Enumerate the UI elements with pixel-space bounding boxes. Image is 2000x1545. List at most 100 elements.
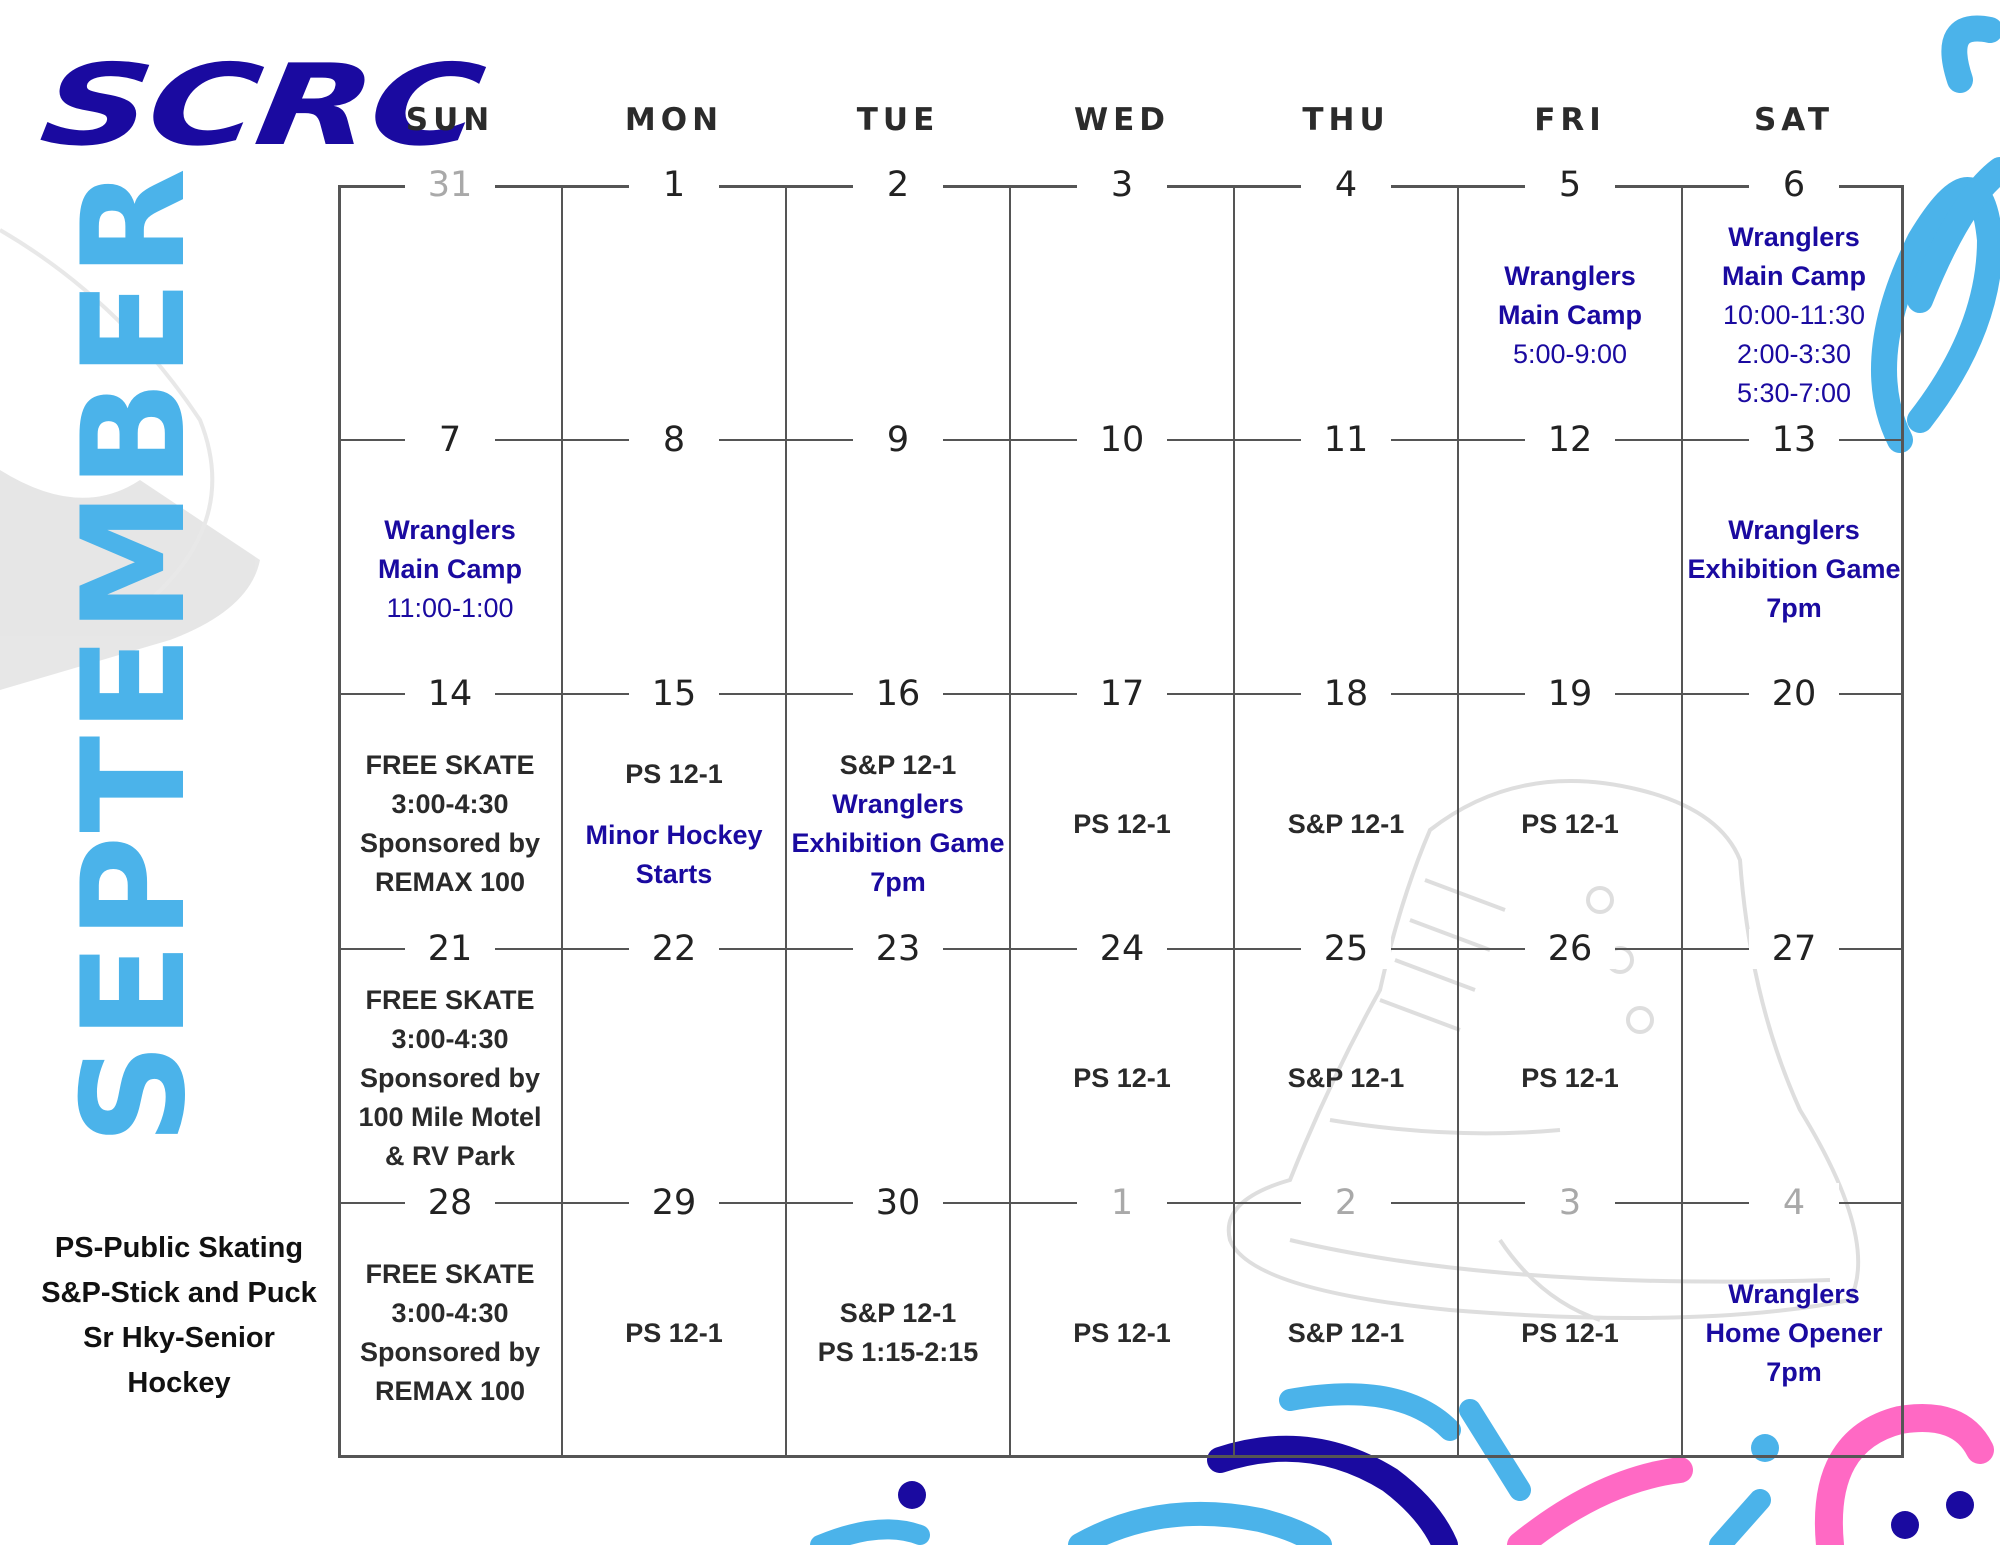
event-text: Wranglers Exhibition Game 7pm [791,789,1005,898]
date-number: 26 [1525,928,1615,969]
date-number: 30 [853,1183,943,1224]
day-events: PS 12-1 [1458,724,1682,924]
column-divider [1009,185,1011,1458]
column-divider [1457,185,1459,1458]
date-number: 21 [405,928,495,969]
day-events: PS 12-1 [1458,1233,1682,1433]
day-events: S&P 12-1 [1234,724,1458,924]
skate-sketch-right-icon [1226,779,1861,1322]
date-number: 18 [1301,674,1391,715]
day-events: Wranglers Home Opener 7pm [1682,1233,1906,1433]
event-text: S&P 12-1 [1287,1063,1405,1094]
legend-line: Hockey [127,1367,231,1399]
day-events: FREE SKATE 3:00-4:30 Sponsored by REMAX … [338,724,562,924]
abbreviation-legend: PS-Public Skating S&P-Stick and Puck Sr … [20,1226,338,1406]
weekday-header-sat: SAT [1753,102,1835,138]
weekday-header-mon: MON [624,102,724,138]
date-number: 4 [1749,1183,1839,1224]
date-number: 23 [853,928,943,969]
legend-line: Sr Hky-Senior [83,1322,275,1354]
date-number: 28 [405,1183,495,1224]
event-text: S&P 12-1 [839,750,957,781]
event-text: PS 12-1 [1073,808,1171,839]
column-divider [785,185,787,1458]
weekday-header-thu: THU [1302,102,1390,138]
event-text: FREE SKATE 3:00-4:30 Sponsored by REMAX … [359,1259,541,1407]
day-events: S&P 12-1 Wranglers Exhibition Game 7pm [786,724,1010,924]
weekday-header-wed: WED [1073,102,1171,138]
event-text: Minor Hockey Starts [585,819,763,889]
event-text: PS 12-1 [1073,1317,1171,1348]
date-number: 8 [629,419,719,460]
date-number: 31 [405,165,495,205]
blue-swirl-icon [1871,15,2000,453]
event-text: S&P 12-1 [1287,808,1405,839]
date-number: 7 [405,419,495,460]
column-divider [1233,185,1235,1458]
date-number: 19 [1525,674,1615,715]
event-text: PS 12-1 [1521,808,1619,839]
day-events: Wranglers Exhibition Game 7pm [1682,470,1906,670]
day-events: Wranglers Main Camp 5:00-9:00 [1458,215,1682,415]
event-text: Wranglers Main Camp [1721,221,1867,291]
weekday-header-tue: TUE [856,102,940,138]
day-events: PS 12-1 [1010,979,1234,1179]
column-divider [561,185,563,1458]
day-events: PS 12-1 [1458,979,1682,1179]
event-text: 5:00-9:00 [1512,338,1628,369]
date-number: 17 [1077,674,1167,715]
event-text: PS 12-1 [1521,1063,1619,1094]
event-text: FREE SKATE 3:00-4:30 Sponsored by REMAX … [359,750,541,898]
event-text: PS 12-1 [1073,1063,1171,1094]
event-text: S&P 12-1 PS 1:15-2:15 [817,1298,979,1368]
day-events: S&P 12-1 PS 1:15-2:15 [786,1233,1010,1433]
event-text: Wranglers Main Camp [1497,260,1643,330]
legend-line: PS-Public Skating [54,1232,304,1264]
date-number: 5 [1525,165,1615,205]
day-events: Wranglers Main Camp 11:00-1:00 [338,470,562,670]
date-number: 10 [1077,419,1167,460]
date-number: 6 [1749,165,1839,205]
event-text: FREE SKATE 3:00-4:30 Sponsored by 100 Mi… [358,985,542,1172]
date-number: 11 [1301,419,1391,460]
day-events: FREE SKATE 3:00-4:30 Sponsored by REMAX … [338,1233,562,1433]
day-events: FREE SKATE 3:00-4:30 Sponsored by 100 Mi… [338,979,562,1179]
date-number: 25 [1301,928,1391,969]
confetti-icon [810,1383,1994,1545]
date-number: 2 [1301,1183,1391,1224]
event-text: S&P 12-1 [1287,1317,1405,1348]
event-text: PS 12-1 [625,1317,723,1348]
day-events: PS 12-1 [562,1233,786,1433]
date-number: 13 [1749,419,1839,460]
day-events: Wranglers Main Camp 10:00-11:30 2:00-3:30… [1682,215,1906,415]
date-number: 12 [1525,419,1615,460]
date-number: 3 [1525,1183,1615,1224]
legend-line: S&P-Stick and Puck [41,1277,317,1309]
date-number: 9 [853,419,943,460]
date-number: 4 [1301,165,1391,205]
event-text: Wranglers Exhibition Game 7pm [1687,515,1901,624]
weekday-header-sun: SUN [405,102,495,138]
date-number: 3 [1077,165,1167,205]
skate-sketch-left-icon [0,228,260,690]
month-title: SEPTEMBER [52,164,217,1145]
date-number: 2 [853,165,943,205]
date-number: 1 [1077,1183,1167,1224]
day-events: PS 12-1 [1010,724,1234,924]
date-number: 20 [1749,674,1839,715]
event-text: Wranglers Home Opener 7pm [1705,1278,1883,1387]
date-number: 15 [629,674,719,715]
day-events: PS 12-1 [1010,1233,1234,1433]
weekday-header-fri: FRI [1534,102,1606,138]
event-text: Wranglers Main Camp [377,515,523,585]
date-number: 29 [629,1183,719,1224]
day-events: PS 12-1 Minor Hockey Starts [562,724,786,924]
event-text: 11:00-1:00 [386,593,514,624]
event-text: 10:00-11:30 2:00-3:30 5:30-7:00 [1722,299,1866,408]
date-number: 1 [629,165,719,205]
column-divider [1681,185,1683,1458]
date-number: 14 [405,674,495,715]
day-events: S&P 12-1 [1234,1233,1458,1433]
event-text: PS 12-1 [1521,1317,1619,1348]
